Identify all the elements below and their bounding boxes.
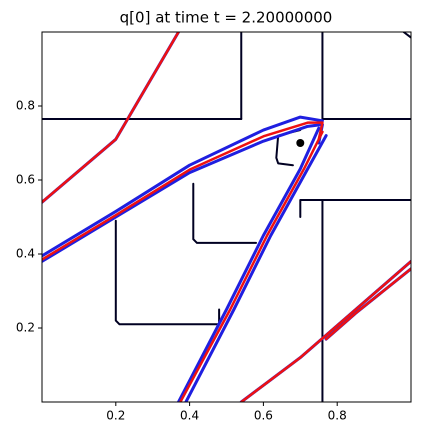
x-tick-label: 0.2: [106, 409, 125, 423]
contour-line: [192, 182, 258, 244]
contour-line: [42, 32, 180, 204]
plot-area: [42, 32, 411, 402]
x-tick-label: 0.8: [328, 409, 347, 423]
y-tick-label: 0.6: [16, 173, 35, 187]
contour-line: [114, 219, 221, 326]
contour-line: [179, 130, 324, 402]
contour-line: [184, 134, 328, 402]
y-tick-label: 0.2: [16, 321, 35, 335]
contour-line: [42, 121, 324, 261]
x-tick-label: 0.6: [254, 409, 273, 423]
x-tick-label: 0.4: [180, 409, 199, 423]
contour-line: [42, 115, 324, 258]
point: [296, 139, 305, 147]
y-tick-label: 0.8: [16, 99, 35, 113]
contour-line: [177, 126, 321, 402]
axes-frame: [41, 31, 412, 403]
contour-line: [240, 260, 411, 402]
contour-line: [299, 198, 411, 218]
contour-line: [324, 267, 411, 341]
contour-line: [42, 123, 324, 263]
y-tick-label: 0.4: [16, 247, 35, 261]
contour-line: [42, 32, 181, 204]
contour-line: [402, 32, 411, 39]
chart-title: q[0] at time t = 2.20000000: [120, 9, 333, 27]
